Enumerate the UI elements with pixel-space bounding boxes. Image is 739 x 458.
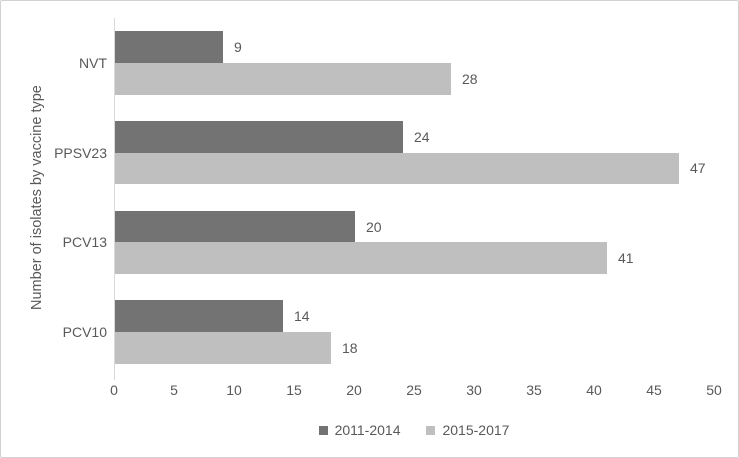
category-axis-line — [114, 18, 115, 380]
x-tick-label: 25 — [406, 382, 422, 398]
x-tick-label: 40 — [586, 382, 602, 398]
category-label: NVT — [79, 54, 107, 71]
bar-line: 41 — [115, 242, 714, 275]
bar-2011-2014 — [115, 31, 223, 63]
bar-line: 9 — [115, 31, 714, 63]
data-label: 9 — [234, 39, 242, 56]
bar-2011-2014 — [115, 120, 403, 153]
bar-group: 9 28 — [115, 31, 714, 95]
legend-label: 2011-2014 — [334, 422, 401, 438]
bar-line: 47 — [115, 152, 714, 185]
category-row: PCV10 14 18 — [1, 287, 714, 377]
legend-label: 2015-2017 — [442, 422, 510, 438]
bar-line: 24 — [115, 120, 714, 153]
x-tick-label: 20 — [346, 382, 362, 398]
data-label: 18 — [342, 339, 358, 356]
data-label: 41 — [618, 250, 634, 267]
x-tick-label: 30 — [466, 382, 482, 398]
x-tick-label: 0 — [110, 382, 118, 398]
data-label: 14 — [294, 308, 310, 325]
bar-2015-2017 — [115, 152, 679, 185]
x-tick-label: 15 — [286, 382, 302, 398]
plot-area: NVT 9 28 PPSV23 24 47 PCV13 20 41 PCV10 14 18 — [1, 18, 714, 380]
bar-group: 20 41 — [115, 210, 714, 275]
bar-line: 20 — [115, 210, 714, 243]
legend-swatch-icon — [318, 425, 328, 435]
bar-2015-2017 — [115, 332, 331, 364]
bar-2015-2017 — [115, 242, 607, 275]
bar-2011-2014 — [115, 300, 283, 333]
category-row: NVT 9 28 — [1, 18, 714, 108]
category-row: PPSV23 24 47 — [1, 108, 714, 198]
bar-2011-2014 — [115, 210, 355, 243]
x-axis-ticks: 0 5 10 15 20 25 30 35 40 45 50 — [110, 382, 722, 402]
category-label: PPSV23 — [54, 144, 107, 161]
x-tick-label: 35 — [526, 382, 542, 398]
bar-line: 28 — [115, 62, 714, 95]
bar-group: 14 18 — [115, 300, 714, 364]
bar-line: 14 — [115, 300, 714, 333]
data-label: 24 — [414, 128, 430, 145]
data-label: 47 — [690, 160, 706, 177]
legend: 2011-2014 2015-2017 — [114, 422, 714, 438]
x-tick-label: 45 — [646, 382, 662, 398]
legend-item: 2011-2014 — [318, 422, 401, 438]
legend-swatch-icon — [426, 425, 436, 435]
x-tick-label: 10 — [226, 382, 242, 398]
bar-2015-2017 — [115, 62, 451, 95]
data-label: 28 — [462, 70, 478, 87]
category-label: PCV10 — [62, 324, 107, 341]
bar-rows: NVT 9 28 PPSV23 24 47 PCV13 20 41 PCV10 14 18 — [1, 18, 714, 377]
x-tick-label: 50 — [706, 382, 722, 398]
bar-group: 24 47 — [115, 120, 714, 185]
bar-line: 18 — [115, 332, 714, 364]
data-label: 20 — [366, 218, 382, 235]
category-row: PCV13 20 41 — [1, 198, 714, 288]
legend-item: 2015-2017 — [426, 422, 509, 438]
x-tick-label: 5 — [170, 382, 178, 398]
category-label: PCV13 — [62, 234, 107, 251]
